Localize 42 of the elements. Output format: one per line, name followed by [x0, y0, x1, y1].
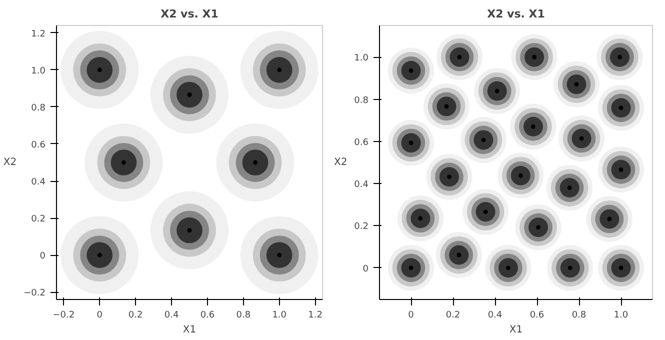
y-tick-label: 0.2 — [31, 214, 46, 225]
x-tick-label: 0.8 — [572, 310, 586, 320]
y-tick-label: 0.4 — [31, 178, 46, 188]
x-tick-label: 0.2 — [446, 310, 460, 320]
x-tick-label: 0.4 — [488, 310, 502, 320]
chart-title: X2 vs. X1 — [160, 8, 218, 20]
x-tick-label: 0.6 — [530, 310, 544, 320]
point — [97, 252, 102, 258]
x-tick-label: 1.2 — [308, 310, 322, 320]
y-tick-label: 1.0 — [31, 66, 46, 76]
x-tick-label: 0.6 — [200, 310, 215, 320]
y-axis-title: X2 — [334, 157, 348, 168]
x-axis-title: X1 — [182, 324, 196, 336]
y-tick-label: 0.4 — [354, 180, 369, 190]
y-tick-label: −0.2 — [24, 288, 46, 299]
point — [277, 68, 282, 72]
x-axis-title: X1 — [509, 324, 523, 336]
y-tick-label: 0.6 — [31, 140, 46, 150]
x-tick-label: 0.4 — [164, 310, 179, 320]
x-tick-label: 0 — [408, 310, 414, 320]
point — [187, 92, 192, 97]
y-tick-label: 0 — [40, 252, 46, 262]
x-tick-label: 0 — [96, 310, 103, 320]
x-tick-label: 1.0 — [614, 310, 628, 320]
chart-title: X2 vs. X1 — [487, 8, 545, 20]
point — [97, 68, 102, 72]
x-tick-label: −0.2 — [52, 310, 75, 320]
y-tick-label: 0.2 — [354, 222, 369, 232]
point — [277, 252, 282, 258]
y-tick-label: 0 — [362, 264, 369, 274]
y-tick-label: 1.0 — [354, 54, 369, 64]
point — [121, 160, 126, 165]
x-tick-label: 0.2 — [128, 310, 143, 320]
point — [253, 160, 258, 165]
point — [187, 228, 192, 233]
y-tick-label: 0.6 — [354, 138, 369, 148]
x-tick-label: 0.8 — [236, 310, 251, 320]
y-tick-label: 0.8 — [354, 96, 369, 106]
y-axis-title: X2 — [3, 157, 17, 168]
y-tick-label: 1.2 — [31, 29, 46, 40]
y-tick-label: 0.8 — [31, 103, 46, 114]
x-tick-label: 1.0 — [272, 310, 287, 320]
